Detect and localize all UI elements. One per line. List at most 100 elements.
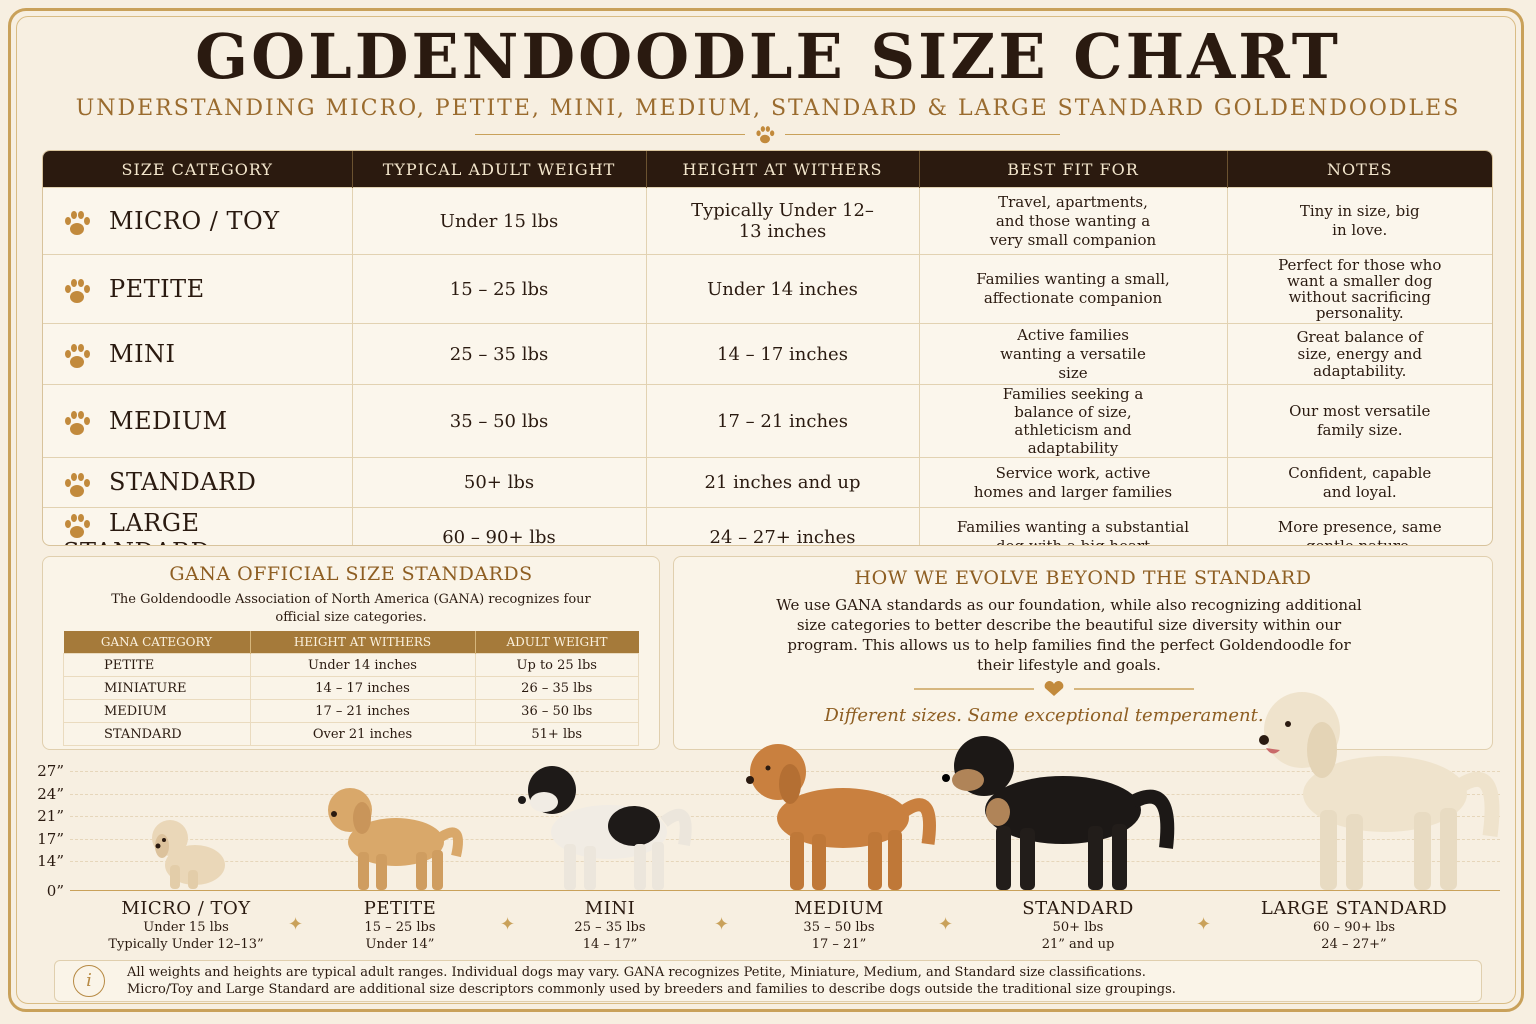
dog-height: 14 – 17”	[582, 937, 638, 952]
paw-icon	[65, 279, 90, 304]
dog-weight: 35 – 50 lbs	[803, 920, 875, 935]
dog-name: LARGE STANDARD	[1260, 898, 1448, 919]
table-row: STANDARD 50+ lbs 21 inches and up Servic…	[43, 457, 1492, 508]
dog-weight: 50+ lbs	[1052, 920, 1104, 935]
heart-divider	[914, 681, 1194, 696]
size-category: MINI	[109, 339, 176, 368]
table-row: MINI 25 – 35 lbs 14 – 17 inches Active f…	[43, 323, 1492, 385]
dog-height: 17 – 21”	[811, 937, 867, 952]
dog-weight: 60 – 90+ lbs	[1312, 920, 1396, 935]
best-fit-cell: Families wanting a substantial dog with …	[919, 507, 1228, 545]
gana-weight: Up to 25 lbs	[474, 653, 639, 677]
axis-label: 21”	[37, 807, 64, 825]
chart-baseline	[70, 890, 1500, 891]
dog-name: MICRO / TOY	[121, 898, 251, 919]
table-header-row: GANA CATEGORY HEIGHT AT WITHERS ADULT WE…	[63, 631, 639, 654]
gridline	[70, 861, 1500, 862]
divider-left	[475, 134, 745, 135]
weight-cell: 60 – 90+ lbs	[352, 507, 647, 545]
dog-name: MINI	[584, 898, 636, 919]
dog-height: Typically Under 12–13”	[108, 937, 264, 952]
table-row: MICRO / TOY Under 15 lbs Typically Under…	[43, 187, 1492, 255]
height-cell: Typically Under 12–13 inches	[646, 187, 920, 255]
size-category-cell: PETITE	[43, 254, 353, 324]
column-header: SIZE CATEGORY	[43, 151, 353, 188]
gana-height: 14 – 17 inches	[249, 676, 476, 700]
axis-label: 0”	[46, 882, 64, 900]
table-header-row: SIZE CATEGORY TYPICAL ADULT WEIGHT HEIGH…	[43, 151, 1492, 188]
gana-description: The Goldendoodle Association of North Am…	[111, 592, 591, 625]
best-fit-cell: Active families wanting a versatile size	[919, 323, 1228, 385]
weight-cell: 50+ lbs	[352, 457, 647, 508]
gana-table: GANA CATEGORY HEIGHT AT WITHERS ADULT WE…	[63, 631, 639, 746]
notes-cell: Great balance of size, energy and adapta…	[1227, 323, 1492, 385]
height-cell: 24 – 27+ inches	[646, 507, 920, 545]
evolve-tagline: Different sizes. Same exceptional temper…	[824, 705, 1264, 726]
size-category: LARGE STANDARD	[63, 509, 210, 545]
footer-text: All weights and heights are typical adul…	[127, 964, 1176, 998]
petite-dog-illustration	[328, 788, 464, 890]
evolve-text: We use GANA standards as our foundation,…	[776, 596, 1362, 674]
footer-note: i All weights and heights are typical ad…	[54, 960, 1482, 1002]
paw-icon	[65, 344, 90, 369]
sparkle-icon: ✦	[288, 914, 304, 935]
dog-weight: 25 – 35 lbs	[574, 920, 646, 935]
notes-cell: Tiny in size, big in love.	[1227, 187, 1492, 255]
paw-icon	[65, 513, 90, 538]
notes-cell: Perfect for those who want a smaller dog…	[1227, 254, 1492, 324]
gana-weight: 26 – 35 lbs	[474, 676, 639, 700]
info-icon: i	[73, 965, 105, 997]
size-table: SIZE CATEGORY TYPICAL ADULT WEIGHT HEIGH…	[42, 150, 1493, 546]
dog-height: 24 – 27+”	[1321, 937, 1387, 952]
mini-dog-illustration	[518, 766, 692, 890]
gana-category: MEDIUM	[63, 699, 251, 723]
dog-name: MEDIUM	[794, 898, 884, 919]
axis-label: 27”	[37, 762, 64, 780]
weight-cell: 35 – 50 lbs	[352, 384, 647, 458]
weight-cell: 15 – 25 lbs	[352, 254, 647, 324]
gana-height: Under 14 inches	[249, 653, 476, 677]
weight-cell: 25 – 35 lbs	[352, 323, 647, 385]
weight-cell: Under 15 lbs	[352, 187, 647, 255]
gana-category: PETITE	[63, 653, 251, 677]
notes-cell: More presence, same gentle nature.	[1227, 507, 1492, 545]
gana-weight: 36 – 50 lbs	[474, 699, 639, 723]
evolve-panel: HOW WE EVOLVE BEYOND THE STANDARD We use…	[673, 556, 1493, 750]
table-row: MINIATURE 14 – 17 inches 26 – 35 lbs	[63, 676, 639, 700]
gana-category: STANDARD	[63, 722, 251, 746]
size-category-cell: MEDIUM	[43, 384, 353, 458]
gana-title: GANA OFFICIAL SIZE STANDARDS	[169, 563, 533, 585]
size-category: MEDIUM	[109, 406, 228, 435]
size-category-cell: LARGE STANDARD	[43, 507, 353, 545]
outer-frame	[8, 8, 1524, 1012]
column-header: BEST FIT FOR	[919, 151, 1228, 188]
page-title: GOLDENDOODLE SIZE CHART	[195, 20, 1341, 93]
divider-right	[785, 134, 1060, 135]
notes-cell: Confident, capable and loyal.	[1227, 457, 1492, 508]
dog-weight: Under 15 lbs	[143, 920, 229, 935]
sparkle-icon: ✦	[938, 914, 954, 935]
size-category-cell: MINI	[43, 323, 353, 385]
column-header: NOTES	[1227, 151, 1492, 188]
gana-height: 17 – 21 inches	[249, 699, 476, 723]
sparkle-icon: ✦	[1196, 914, 1212, 935]
column-header: TYPICAL ADULT WEIGHT	[352, 151, 647, 188]
gana-height: Over 21 inches	[249, 722, 476, 746]
dog-height: Under 14”	[365, 937, 435, 952]
table-row: MEDIUM 35 – 50 lbs 17 – 21 inches Famili…	[43, 384, 1492, 458]
sparkle-icon: ✦	[714, 914, 730, 935]
micro-toy-dog-illustration	[152, 820, 225, 889]
paw-icon	[65, 472, 90, 497]
gana-category: MINIATURE	[63, 676, 251, 700]
height-cell: Under 14 inches	[646, 254, 920, 324]
footer-line-1: All weights and heights are typical adul…	[127, 965, 1146, 980]
height-cell: 21 inches and up	[646, 457, 920, 508]
best-fit-cell: Travel, apartments, and those wanting a …	[919, 187, 1228, 255]
page-subtitle: UNDERSTANDING MICRO, PETITE, MINI, MEDIU…	[75, 96, 1461, 121]
notes-cell: Our most versatile family size.	[1227, 384, 1492, 458]
table-row: LARGE STANDARD 60 – 90+ lbs 24 – 27+ inc…	[43, 507, 1492, 545]
column-header: HEIGHT AT WITHERS	[250, 631, 476, 654]
size-category: PETITE	[109, 274, 205, 303]
size-category-cell: MICRO / TOY	[43, 187, 353, 255]
table-row: MEDIUM 17 – 21 inches 36 – 50 lbs	[63, 699, 639, 723]
